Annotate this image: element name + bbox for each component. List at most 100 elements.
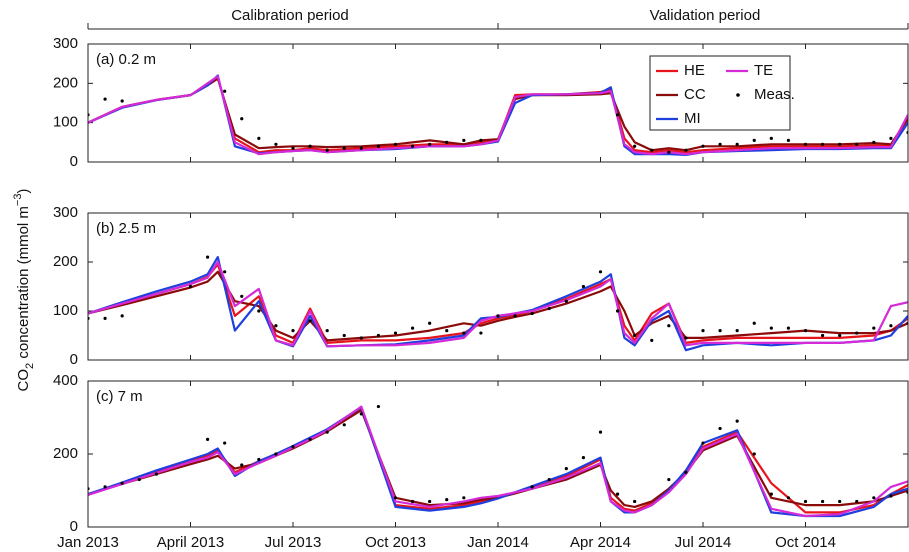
y-tick-label: 0 (70, 518, 78, 535)
measurement-dot (240, 294, 244, 298)
measurement-dot (889, 494, 893, 498)
measurement-dot (103, 97, 107, 101)
measurement-dot (872, 140, 876, 144)
series-line (88, 409, 908, 508)
measurement-dot (786, 326, 791, 330)
panel-frame (87, 43, 909, 163)
measurement-dot (667, 150, 671, 154)
measurement-dot (513, 314, 517, 318)
measurement-dot (684, 336, 688, 340)
y-tick-label: 200 (53, 445, 78, 462)
measurement-dot (308, 319, 312, 323)
measurement-dot (479, 138, 483, 142)
measurement-dot (428, 499, 432, 504)
measurement-dot (410, 499, 415, 504)
measurement-dot (274, 142, 278, 146)
measurement-dot (718, 329, 722, 333)
y-label-part: concentration (mmol m (15, 206, 32, 363)
measurement-dot (359, 146, 363, 150)
measurement-dot (547, 306, 551, 311)
measurement-dot (376, 144, 381, 148)
measurement-dot (769, 492, 773, 496)
plot-area (88, 74, 908, 156)
legend: HE CC MI TE Meas. (649, 55, 795, 131)
series-line (88, 270, 908, 342)
series-line (88, 263, 908, 344)
x-tick-label: April 2013 (157, 534, 225, 551)
measurement-dot (633, 144, 637, 148)
measurement-dot (342, 146, 346, 150)
measurement-dot (872, 496, 876, 500)
y-tick-label: 200 (53, 253, 78, 270)
measurement-dot (496, 314, 500, 318)
measurement-dot (154, 472, 158, 476)
measurement-dot (308, 437, 312, 441)
measurement-dot (274, 324, 278, 328)
measurement-dot (393, 496, 398, 500)
y-tick-label: 300 (53, 35, 78, 52)
series-line (88, 260, 908, 348)
measurement-dot (820, 333, 825, 338)
measurement-dot (223, 270, 227, 274)
measurement-dot (103, 485, 107, 489)
measurement-dot (718, 142, 722, 146)
y-tick-label: 300 (53, 204, 78, 221)
measurement-dot (240, 463, 244, 467)
measurement-dot (786, 496, 791, 500)
measurement-dot (820, 142, 825, 146)
measurement-dot (325, 148, 329, 152)
legend-label: TE (754, 62, 773, 79)
measurement-dot (240, 117, 244, 121)
legend-symbol (736, 93, 740, 97)
measurement-dot (752, 321, 756, 325)
measurement-dot (462, 496, 466, 500)
measurement-dot (667, 477, 671, 482)
measurement-dot (872, 326, 876, 330)
panel: 0 100 200 300 (a) 0.2 m HE CC MI TE Meas. (53, 35, 909, 170)
measurement-dot (769, 136, 773, 140)
legend-label: Meas. (754, 86, 795, 103)
x-tick-label: Apr 2014 (570, 534, 631, 551)
measurement-dot (359, 336, 363, 340)
measurement-dot (564, 467, 568, 471)
measurement-dot (274, 452, 278, 456)
measurement-dot (205, 255, 210, 259)
measurement-dot (445, 329, 449, 333)
measurement-dot (530, 311, 534, 316)
panel-frame (87, 380, 909, 528)
y-label-part: 2 (24, 363, 36, 369)
series-line (88, 75, 908, 156)
panel: 0 100 200 300 (b) 2.5 m (53, 204, 909, 368)
legend-box (649, 55, 791, 131)
measurement-dot (257, 457, 261, 462)
y-tick-label: 200 (53, 74, 78, 91)
y-label-part: ) (15, 189, 32, 194)
measurement-dot (752, 138, 756, 142)
measurement-dot (257, 309, 261, 313)
measurement-dot (769, 326, 773, 330)
measurement-dot (615, 113, 620, 117)
measurement-dot (581, 284, 586, 289)
legend-label: MI (684, 110, 701, 127)
measurement-dot (598, 430, 603, 434)
measurement-dot (410, 326, 415, 330)
x-tick-label: Jan 2014 (467, 534, 529, 551)
measurement-dot (855, 331, 859, 335)
measurement-dot (308, 144, 312, 148)
measurement-dot (650, 338, 654, 342)
plot-area (88, 255, 908, 352)
measurement-dot (735, 329, 739, 333)
measurement-dot (838, 142, 842, 146)
y-tick-label: 0 (70, 351, 78, 368)
measurement-dot (376, 404, 381, 409)
measurement-dot (342, 423, 346, 427)
measurement-dot (223, 89, 227, 93)
measurement-dot (291, 445, 295, 449)
y-tick-label: 400 (53, 372, 78, 389)
measurement-dot (257, 136, 261, 140)
period-label: Calibration period (231, 7, 349, 24)
measurement-dot (205, 437, 210, 441)
x-tick-label: Oct 2013 (365, 534, 426, 551)
measurement-dot (718, 426, 722, 431)
measurement-dot (120, 99, 124, 103)
